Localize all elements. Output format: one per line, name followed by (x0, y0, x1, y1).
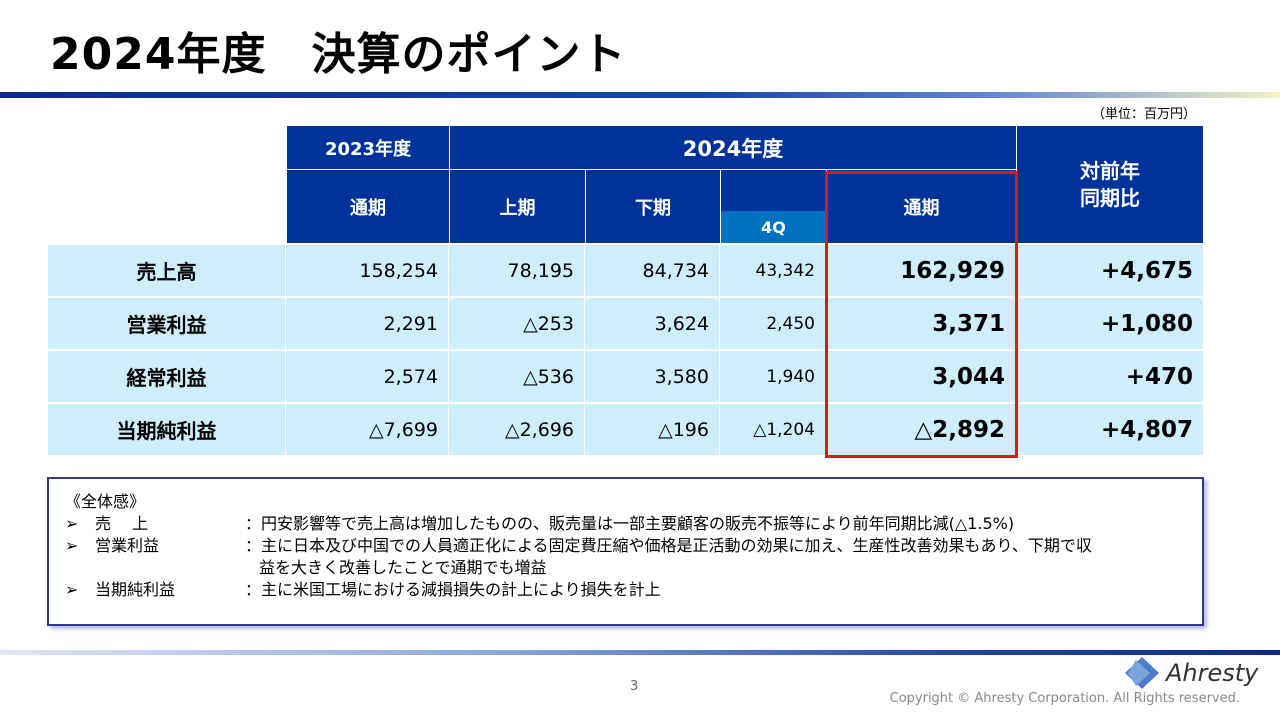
value-2024-full: 162,929 (826, 245, 1016, 298)
value-h1: 78,195 (449, 245, 585, 298)
header-yoy: 対前年 同期比 (1016, 125, 1204, 244)
value-4q: △1,204 (720, 404, 826, 457)
row-label: 経常利益 (48, 351, 286, 404)
page-number: 3 (630, 679, 639, 694)
logo-diamond-icon (1125, 657, 1159, 689)
value-2024-full: 3,371 (826, 298, 1016, 351)
value-2023-full: 2,291 (286, 298, 449, 351)
footer-divider (0, 650, 1280, 655)
summary-heading: 《全体感》 (65, 492, 146, 511)
value-yoy: +4,807 (1016, 404, 1204, 457)
value-4q: 2,450 (720, 298, 826, 351)
header-4q: 4Q (721, 211, 826, 243)
summary-item: ➢ 当期純利益 ：主に米国工場における減損損失の計上により損失を計上 (65, 580, 661, 599)
highlight-box (825, 171, 1018, 458)
header-2024: 2024年度 (449, 125, 1017, 170)
header-h2: 下期 (585, 169, 721, 244)
summary-box: 《全体感》 ➢ 売 上：円安影響等で売上高は増加したものの、販売量は一部主要顧客の… (47, 477, 1204, 626)
summary-continuation: 益を大きく改善したことで通期でも増益 (259, 558, 547, 577)
header-h1: 上期 (449, 169, 586, 244)
row-label: 当期純利益 (48, 404, 286, 457)
value-4q: 43,342 (720, 245, 826, 298)
value-yoy: +4,675 (1016, 245, 1204, 298)
header-full-2023: 通期 (286, 169, 450, 244)
value-h2: △196 (585, 404, 720, 457)
value-h1: △536 (449, 351, 585, 404)
bullet-icon: ➢ (65, 580, 79, 599)
value-2024-full: △2,892 (826, 404, 1016, 457)
summary-item: ➢ 売 上：円安影響等で売上高は増加したものの、販売量は一部主要顧客の販売不振等に… (65, 514, 1015, 533)
value-yoy: +470 (1016, 351, 1204, 404)
header-full-2024: 通期 (826, 169, 1017, 244)
header-2023: 2023年度 (286, 125, 450, 170)
value-h1: △2,696 (449, 404, 585, 457)
company-logo: Ahresty (1124, 656, 1258, 690)
value-h2: 84,734 (585, 245, 720, 298)
value-4q: 1,940 (720, 351, 826, 404)
bullet-icon: ➢ (65, 536, 79, 555)
value-h2: 3,580 (585, 351, 720, 404)
copyright: Copyright © Ahresty Corporation. All Rig… (889, 691, 1240, 706)
value-yoy: +1,080 (1016, 298, 1204, 351)
bullet-icon: ➢ (65, 514, 79, 533)
value-2023-full: 2,574 (286, 351, 449, 404)
summary-item: ➢ 営業利益 ：主に日本及び中国での人員適正化による固定費圧縮や価格是正活動の効果に… (65, 536, 1092, 555)
unit-note: （単位：百万円） (1091, 107, 1196, 122)
page-title: 2024年度 決算のポイント (50, 29, 627, 80)
row-label: 営業利益 (48, 298, 286, 351)
value-2023-full: △7,699 (286, 404, 449, 457)
value-2024-full: 3,044 (826, 351, 1016, 404)
title-divider (0, 92, 1280, 98)
value-2023-full: 158,254 (286, 245, 449, 298)
value-h1: △253 (449, 298, 585, 351)
value-h2: 3,624 (585, 298, 720, 351)
row-label: 売上高 (48, 245, 286, 298)
